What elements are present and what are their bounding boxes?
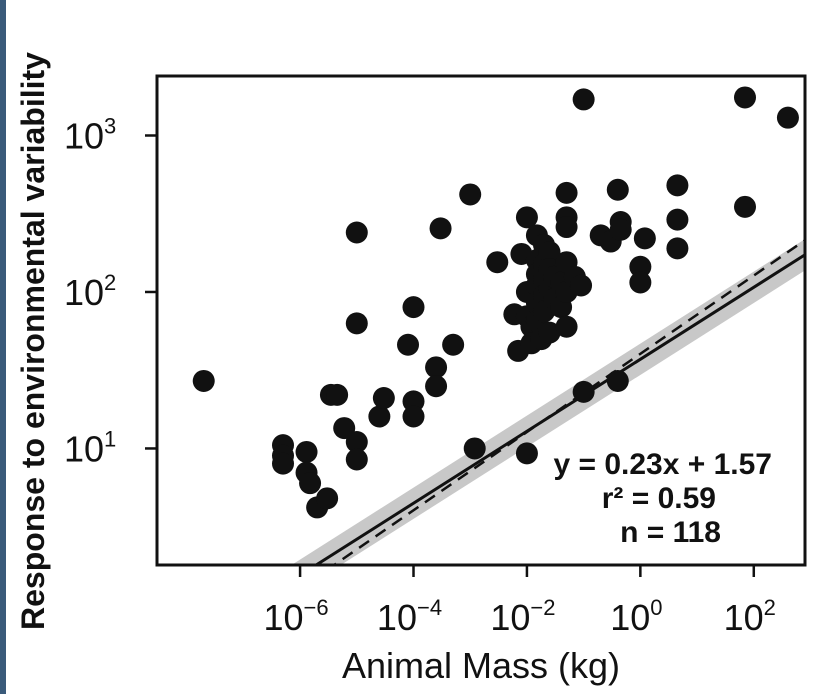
data-point (397, 333, 420, 356)
data-point (429, 217, 452, 240)
data-point (486, 251, 509, 274)
data-point (733, 86, 756, 109)
data-point (515, 442, 538, 465)
y-axis-title: Response to environmental variability (15, 52, 51, 630)
data-point (425, 375, 448, 398)
regression-line (313, 253, 805, 565)
data-point (629, 271, 652, 294)
data-point (295, 440, 318, 463)
data-point (345, 312, 368, 335)
data-point (570, 274, 593, 297)
data-point (538, 321, 561, 344)
y-tick-label: 102 (64, 270, 116, 313)
data-point (459, 183, 482, 206)
data-point (555, 216, 578, 239)
data-point (442, 333, 465, 356)
data-point (572, 380, 595, 403)
data-point (463, 437, 486, 460)
x-tick-label: 10−4 (377, 595, 442, 638)
y-tick-label: 101 (64, 426, 116, 469)
x-tick-label: 102 (724, 595, 776, 638)
data-point (555, 181, 578, 204)
plot-frame (155, 74, 807, 567)
x-tick-label: 10−6 (264, 595, 329, 638)
data-point (326, 383, 349, 406)
data-point (609, 218, 632, 241)
data-point (572, 88, 595, 111)
data-point (776, 106, 799, 129)
x-axis-title: Animal Mass (kg) (342, 645, 620, 686)
data-point (345, 448, 368, 471)
data-point (666, 208, 689, 231)
data-point (192, 369, 215, 392)
data-point (733, 195, 756, 218)
x-axis-ticks: 10−6 10−4 10−2 100 102 (264, 565, 776, 638)
x-tick-label: 100 (610, 595, 662, 638)
dashed-fit-line (331, 238, 805, 565)
confidence-band-layer (291, 239, 805, 565)
window-left-border (0, 0, 6, 694)
data-point (538, 241, 561, 264)
data-point (555, 315, 578, 338)
data-point (372, 387, 395, 410)
data-point (629, 255, 652, 278)
data-point (316, 487, 339, 510)
data-point (402, 405, 425, 428)
x-tick-label: 10−2 (490, 595, 555, 638)
data-point (333, 417, 356, 440)
data-point (345, 430, 368, 453)
data-point (633, 227, 656, 250)
data-point (299, 472, 322, 495)
data-point (272, 452, 295, 475)
data-point (606, 369, 629, 392)
sample-size: n = 118 (620, 516, 721, 549)
y-tick-label: 103 (64, 113, 116, 156)
data-point (425, 356, 448, 379)
data-point (515, 206, 538, 229)
data-point (368, 405, 391, 428)
fit-equation: y = 0.23x + 1.57 (553, 448, 772, 481)
data-point (402, 390, 425, 413)
data-point (402, 296, 425, 319)
data-point (666, 174, 689, 197)
data-points-layer (192, 86, 799, 519)
r-squared: r² = 0.59 (602, 482, 716, 515)
confidence-band (291, 239, 805, 565)
fit-lines-layer (313, 238, 805, 565)
data-point (666, 237, 689, 260)
data-point (345, 221, 368, 244)
data-point (606, 178, 629, 201)
y-axis-ticks: 101 102 103 (64, 113, 157, 469)
